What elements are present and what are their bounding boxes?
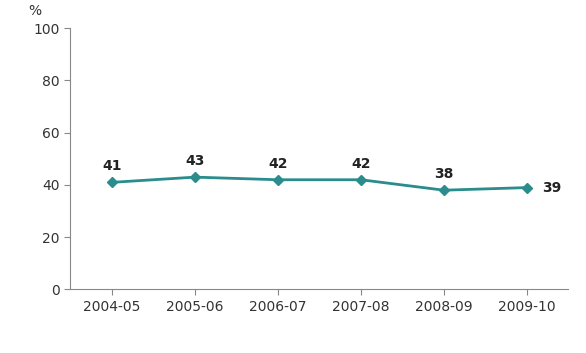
Text: 43: 43: [185, 154, 205, 168]
Text: 39: 39: [542, 181, 561, 195]
Text: 38: 38: [434, 167, 454, 181]
Text: 41: 41: [102, 159, 121, 173]
Text: 42: 42: [351, 157, 370, 170]
Text: 42: 42: [268, 157, 288, 170]
Text: %: %: [28, 4, 41, 18]
